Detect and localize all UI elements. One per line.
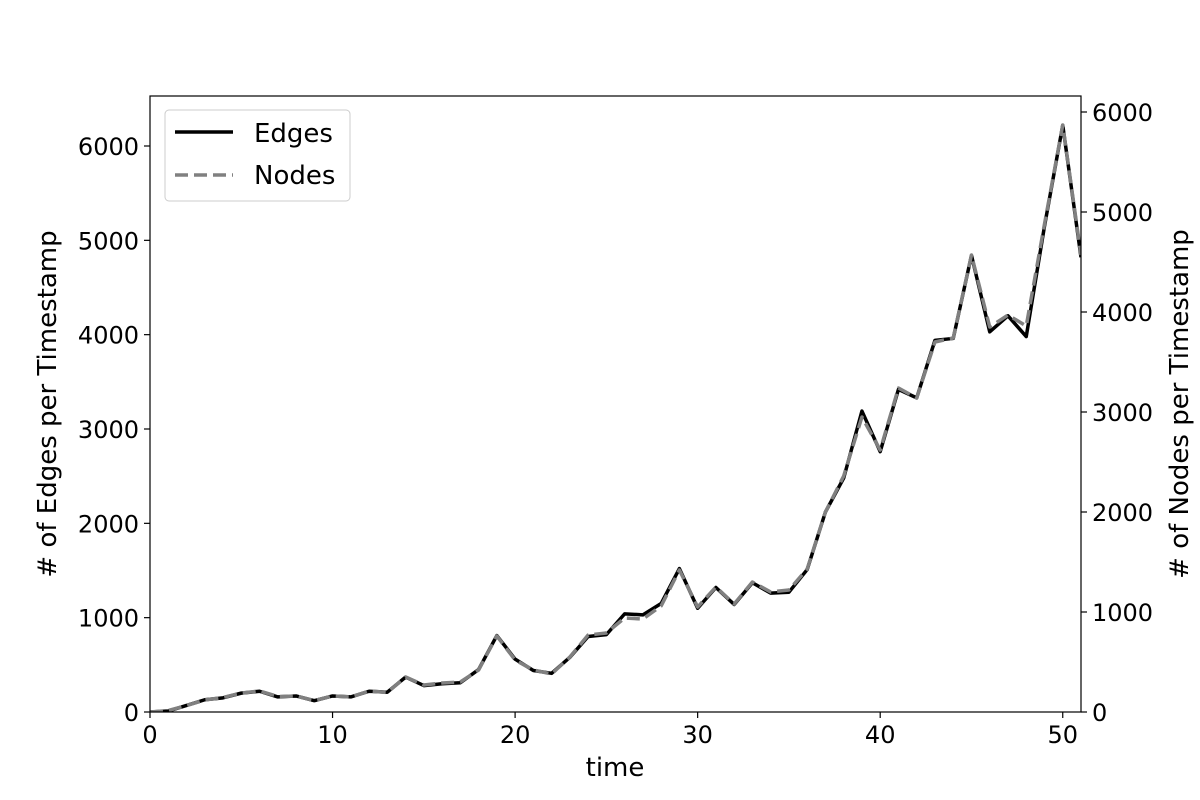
x-tick-label: 50 [1047,721,1078,749]
x-tick-label: 10 [317,721,348,749]
left-y-tick-label: 0 [124,699,139,727]
right-y-tick-label: 6000 [1092,99,1153,127]
left-y-tick-label: 1000 [78,605,139,633]
series-line-nodes [150,123,1081,712]
legend: Edges Nodes [164,109,351,202]
plot-lines [150,123,1081,712]
x-axis-label: time [586,753,645,783]
left-y-tick-label: 5000 [78,227,139,255]
left-y-tick-label: 3000 [78,416,139,444]
x-tick-label: 40 [865,721,896,749]
left-y-tick-label: 4000 [78,322,139,350]
x-tick-label: 20 [500,721,531,749]
right-y-tick-label: 4000 [1092,299,1153,327]
legend-edges-label: Edges [254,119,333,149]
axis-ticks: 0 10 20 30 40 50 0 1000 2000 3000 4000 5000 6000 0 100… [78,99,1153,749]
left-y-tick-label: 2000 [78,510,139,538]
right-y-tick-label: 2000 [1092,499,1153,527]
x-tick-label: 0 [142,721,157,749]
right-y-tick-label: 0 [1092,699,1107,727]
plot-frame [149,95,1082,713]
left-y-tick-label: 6000 [78,133,139,161]
x-tick-label: 30 [682,721,713,749]
right-y-tick-label: 1000 [1092,599,1153,627]
right-y-tick-label: 3000 [1092,399,1153,427]
legend-nodes-label: Nodes [254,161,335,191]
right-y-axis-label: # of Nodes per Timestamp [1165,229,1195,579]
right-y-tick-label: 5000 [1092,199,1153,227]
left-y-axis-label: # of Edges per Timestamp [33,230,63,577]
